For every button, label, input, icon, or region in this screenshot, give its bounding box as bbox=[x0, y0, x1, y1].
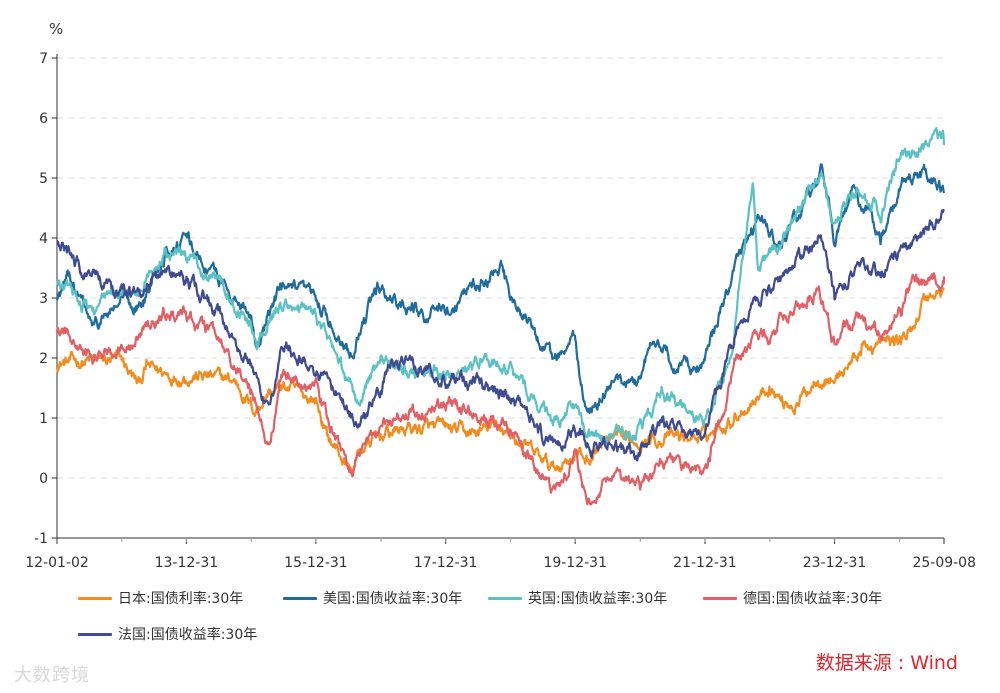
series-line-3 bbox=[55, 272, 946, 506]
series-line-4 bbox=[56, 208, 946, 462]
legend-swatch bbox=[78, 632, 112, 636]
axes bbox=[52, 54, 945, 544]
x-tick-label: 21-12-31 bbox=[673, 555, 737, 571]
y-tick-label: 2 bbox=[39, 351, 48, 367]
y-tick-label: 7 bbox=[39, 51, 48, 67]
legend-swatch bbox=[703, 596, 737, 600]
series-line-2 bbox=[55, 126, 946, 445]
legend-item[interactable]: 德国:国债收益率:30年 bbox=[703, 588, 882, 608]
legend-swatch bbox=[78, 596, 112, 600]
series-line-0 bbox=[55, 287, 946, 477]
data-source-note: 数据来源 : Wind bbox=[815, 652, 958, 674]
legend-label: 英国:国债收益率:30年 bbox=[528, 591, 668, 607]
y-axis-unit-label: % bbox=[49, 20, 63, 38]
legend-swatch bbox=[488, 596, 522, 600]
legend-label: 德国:国债收益率:30年 bbox=[743, 591, 883, 607]
legend-label: 法国:国债收益率:30年 bbox=[118, 627, 258, 643]
legend-label: 美国:国债收益率:30年 bbox=[323, 591, 463, 607]
y-tick-label: 5 bbox=[39, 171, 48, 187]
legend-item[interactable]: 法国:国债收益率:30年 bbox=[78, 624, 257, 644]
legend-item[interactable]: 日本:国债利率:30年 bbox=[78, 588, 243, 608]
legend-item[interactable]: 英国:国债收益率:30年 bbox=[488, 588, 667, 608]
x-tick-label: 23-12-31 bbox=[803, 555, 867, 571]
x-tick-label: 25-09-08 bbox=[912, 555, 976, 571]
x-tick-label: 17-12-31 bbox=[414, 555, 478, 571]
series-lines bbox=[55, 126, 946, 506]
y-tick-label: 1 bbox=[39, 411, 48, 427]
x-tick-label: 13-12-31 bbox=[155, 555, 219, 571]
watermark-logo: 大数跨境 bbox=[14, 665, 90, 686]
x-tick-label: 15-12-31 bbox=[284, 555, 348, 571]
tick-labels: -1 0 1 2 3 4 5 6 7% 12-01-02 13-12-31 15-12-31 17-12… bbox=[25, 20, 976, 571]
y-tick-label: 4 bbox=[39, 231, 48, 247]
y-tick-label: -1 bbox=[34, 531, 48, 547]
y-tick-label: 0 bbox=[39, 471, 48, 487]
x-tick-label: 12-01-02 bbox=[25, 555, 89, 571]
legend-swatch bbox=[283, 596, 317, 600]
legend-item[interactable]: 美国:国债收益率:30年 bbox=[283, 588, 462, 608]
legend-label: 日本:国债利率:30年 bbox=[118, 591, 244, 607]
x-tick-label: 19-12-31 bbox=[543, 555, 607, 571]
y-tick-label: 6 bbox=[39, 111, 48, 127]
y-tick-label: 3 bbox=[39, 291, 48, 307]
